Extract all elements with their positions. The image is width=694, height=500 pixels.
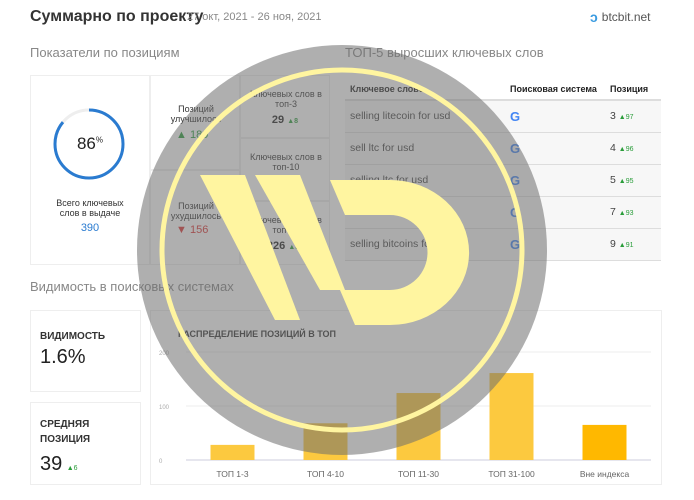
engine-cell: G xyxy=(505,196,605,229)
top-delta: 32 xyxy=(295,244,304,251)
position-cell: 3 ▲97 xyxy=(605,100,661,133)
top10-card: Ключевых слов в топ-10 99 ▲8 xyxy=(240,138,330,201)
bar xyxy=(489,373,534,460)
table-row: selling ltc for usd G 5 ▲95 xyxy=(345,164,661,197)
y-tick-label: 100 xyxy=(159,405,170,411)
up-arrow-icon: ▲ xyxy=(176,129,187,141)
top-label: Ключевых слов в топ-10 xyxy=(250,152,322,172)
date-range: 27 окт, 2021 - 26 ноя, 2021 xyxy=(187,11,322,23)
table-row: selling bitcoins for usd G 9 ▲91 xyxy=(345,228,661,261)
col-position: Позиция xyxy=(605,78,661,101)
site-brand: ↄ btcbit.net xyxy=(590,9,651,25)
bar xyxy=(582,424,627,460)
bar-chart: 0 100 200 ТОП 1-3 ТОП 4-10 ТОП 11-30 ТОП 31-10… xyxy=(159,351,651,479)
col-keyword: Ключевое слово xyxy=(345,78,505,101)
google-icon: G xyxy=(510,108,521,124)
top-label: Ключевых слов в топ-30 xyxy=(250,215,322,235)
top5-heading: ТОП-5 выросших ключевых слов xyxy=(345,45,544,60)
google-icon: G xyxy=(510,172,521,188)
engine-cell: G xyxy=(505,100,605,133)
position-cell: 9 ▲91 xyxy=(605,228,661,261)
position-cell: 7 ▲93 xyxy=(605,196,661,229)
top-value: 226 xyxy=(266,240,286,252)
down-arrow-icon: ▼ xyxy=(176,224,187,236)
avg-value: 39 xyxy=(40,453,63,475)
top30-card: Ключевых слов в топ-30 226 ▲32 xyxy=(240,201,330,265)
improved-card: Позиций улучшилось ▲ 189 xyxy=(150,75,240,170)
top-delta: 8 xyxy=(294,118,299,125)
keyword-cell: selling bitcoins for usd xyxy=(345,228,505,261)
x-tick-label: ТОП 31-100 xyxy=(488,469,535,479)
top-value: 99 xyxy=(271,177,285,189)
position-value: 3 xyxy=(610,110,616,123)
position-delta: 91 xyxy=(625,242,634,249)
engine-cell: G xyxy=(505,132,605,165)
top3-card: Ключевых слов в топ-3 29 ▲8 xyxy=(240,75,330,138)
x-tick-label: ТОП 1-3 xyxy=(216,469,248,479)
position-value: 5 xyxy=(610,174,616,186)
position-cell: 4 ▲96 xyxy=(605,132,661,165)
engine-cell: G xyxy=(505,164,605,197)
position-delta: 93 xyxy=(625,210,634,217)
table-row: sell ltc for usd G 4 ▲96 xyxy=(345,132,661,165)
y-tick-label: 0 xyxy=(159,459,163,465)
top-label: Ключевых слов в топ-3 xyxy=(250,89,322,109)
keyword-cell: selling ltc for usd xyxy=(345,164,505,197)
bar xyxy=(303,423,348,460)
bar xyxy=(396,393,441,460)
keyword-cell: sell ltc for usd xyxy=(345,132,505,165)
improved-value: 189 xyxy=(189,129,209,141)
visibility-value: 1.6% xyxy=(40,346,86,368)
position-value: 4 xyxy=(610,142,616,154)
visibility-card: ВИДИМОСТЬ 1.6% xyxy=(30,310,141,392)
engine-cell: G xyxy=(505,228,605,261)
x-tick-label: ТОП 11-30 xyxy=(398,469,439,479)
worsened-label: Позиций ухудшилось xyxy=(170,201,222,221)
position-delta: 95 xyxy=(625,178,634,185)
site-logo-icon: ↄ xyxy=(590,9,598,25)
visibility-label: ВИДИМОСТЬ xyxy=(40,331,106,342)
improved-label: Позиций улучшилось xyxy=(170,104,222,124)
worsened-value: 156 xyxy=(189,224,209,236)
position-delta: 96 xyxy=(625,146,634,153)
top-value: 29 xyxy=(271,114,285,126)
percent-ring xyxy=(53,108,125,180)
worsened-card: Позиций ухудшилось ▼ 156 xyxy=(150,170,240,265)
avg-delta: 6 xyxy=(73,465,78,472)
top5-table: Ключевое слово Поисковая система Позиция… xyxy=(345,78,661,261)
page-title: Суммарно по проекту xyxy=(30,8,204,25)
x-tick-label: ТОП 4-10 xyxy=(307,469,344,479)
position-value: 9 xyxy=(610,238,616,250)
site-name: btcbit.net xyxy=(601,10,651,24)
total-keywords-card: 86% Всего ключевых слов в выдаче 390 xyxy=(30,75,150,265)
google-icon: G xyxy=(510,236,521,252)
google-icon: G xyxy=(510,204,521,220)
visibility-heading: Видимость в поисковых системах xyxy=(30,279,234,294)
keyword-cell: sell litecoins for cash xyxy=(345,196,505,229)
position-delta: 97 xyxy=(625,114,634,122)
top-delta: 8 xyxy=(294,181,299,188)
total-label: Всего ключевых слов в выдаче xyxy=(56,198,124,218)
y-tick-label: 200 xyxy=(159,351,170,357)
percent-value: 86 xyxy=(76,134,96,153)
percent-sign: % xyxy=(95,135,104,145)
keyword-cell: selling litecoin for usd xyxy=(345,100,505,133)
avg-position-card: СРЕДНЯЯ ПОЗИЦИЯ 39 ▲6 xyxy=(30,402,141,485)
table-row: selling litecoin for usd G 3 ▲97 xyxy=(345,100,661,133)
x-tick-label: Вне индекса xyxy=(580,469,630,479)
table-row: sell litecoins for cash G 7 ▲93 xyxy=(345,196,661,229)
col-engine: Поисковая система xyxy=(505,78,605,101)
google-icon: G xyxy=(510,140,521,156)
avg-label: СРЕДНЯЯ ПОЗИЦИЯ xyxy=(40,419,91,445)
position-cell: 5 ▲95 xyxy=(605,164,661,197)
chart-card: РАСПРЕДЕЛЕНИЕ ПОЗИЦИЙ В ТОП 0 100 200 ТОП 1… xyxy=(150,310,662,485)
positions-heading: Показатели по позициям xyxy=(30,45,180,60)
bar xyxy=(210,444,255,460)
total-value: 390 xyxy=(80,222,100,234)
position-value: 7 xyxy=(610,206,616,218)
